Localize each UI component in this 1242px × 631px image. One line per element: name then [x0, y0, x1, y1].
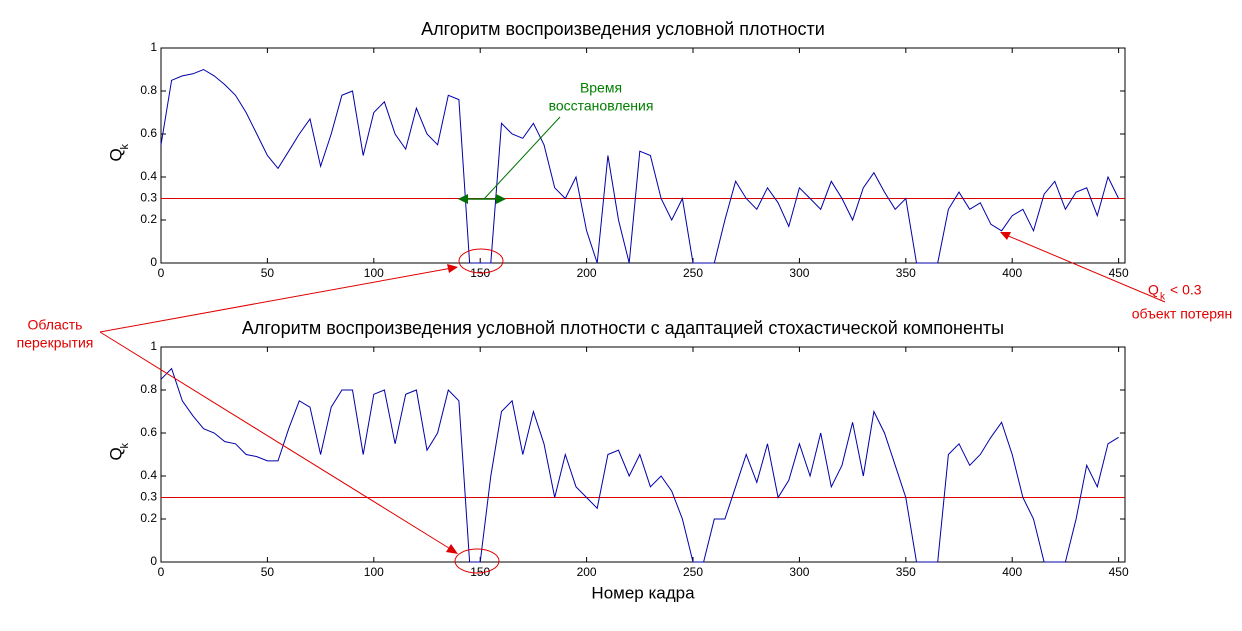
- x-tick-label: 300: [789, 266, 809, 280]
- arrow-head: [446, 544, 458, 554]
- y-tick-label: 0.3: [140, 490, 157, 504]
- annotation: восстановления: [549, 98, 654, 114]
- x-tick-label: 300: [789, 565, 809, 579]
- data-line: [160, 367, 1119, 563]
- annotations: Время восстановления Область перекрытия …: [17, 80, 1233, 574]
- y-axis-label-sub: k: [119, 443, 131, 449]
- y-axis-label-sub: k: [119, 144, 131, 150]
- y-tick-label: 0.2: [140, 511, 157, 525]
- pointer-line: [99, 331, 453, 551]
- x-tick-label: 450: [1109, 565, 1129, 579]
- overlap-ellipse: [454, 548, 500, 574]
- x-tick-label: 400: [1002, 266, 1022, 280]
- y-tick-label: 0.4: [140, 468, 157, 482]
- pointer-line: [99, 267, 453, 333]
- annotation: Q: [1148, 282, 1159, 298]
- y-tick-label: 0: [150, 255, 157, 269]
- arrow-head: [1000, 232, 1011, 240]
- x-tick-label: 200: [577, 565, 597, 579]
- y-tick-label: 0.2: [140, 212, 157, 226]
- data-line: [160, 68, 1120, 264]
- y-tick-label: 0.8: [140, 382, 157, 396]
- y-tick-label: 0.4: [140, 169, 157, 183]
- chart-title: Алгоритм воспроизведения условной плотно…: [242, 318, 1004, 338]
- overlap-ellipse: [458, 248, 504, 274]
- x-tick-label: 150: [470, 565, 490, 579]
- x-tick-label: 200: [577, 266, 597, 280]
- x-tick-label: 100: [364, 266, 384, 280]
- x-axis-label: Номер кадра: [591, 583, 695, 602]
- pointer-line: [483, 116, 561, 200]
- plot-area: [160, 47, 1126, 264]
- annotation: объект потерян: [1132, 306, 1233, 322]
- y-tick-label: 0.8: [140, 83, 157, 97]
- y-tick-label: 0.6: [140, 425, 157, 439]
- arrow-head: [458, 194, 468, 204]
- x-tick-label: 0: [158, 565, 165, 579]
- x-tick-label: 50: [261, 266, 275, 280]
- x-tick-label: 0: [158, 266, 165, 280]
- y-tick-label: 0: [150, 554, 157, 568]
- y-tick-label: 1: [150, 339, 157, 353]
- x-tick-label: 400: [1002, 565, 1022, 579]
- x-tick-label: 100: [364, 565, 384, 579]
- x-tick-label: 250: [683, 266, 703, 280]
- y-axis-label: Q: [106, 447, 125, 460]
- x-tick-label: 450: [1109, 266, 1129, 280]
- chart-title: Алгоритм воспроизведения условной плотно…: [421, 19, 825, 39]
- x-tick-label: 250: [683, 565, 703, 579]
- x-tick-label: 350: [896, 565, 916, 579]
- x-tick-label: 50: [261, 565, 275, 579]
- pointer-line: [1005, 234, 1166, 303]
- x-tick-label: 350: [896, 266, 916, 280]
- y-tick-label: 0.6: [140, 126, 157, 140]
- y-tick-label: 1: [150, 40, 157, 54]
- arrow-head: [496, 194, 506, 204]
- annotation: перекрытия: [17, 335, 94, 351]
- arrow-head: [447, 264, 458, 273]
- annotation: Область: [28, 317, 83, 333]
- annotation: < 0.3: [1170, 282, 1202, 298]
- annotation: Время: [580, 80, 622, 96]
- annotation: k: [1160, 292, 1166, 303]
- y-axis-label: Q: [106, 148, 125, 161]
- y-tick-label: 0.3: [140, 191, 157, 205]
